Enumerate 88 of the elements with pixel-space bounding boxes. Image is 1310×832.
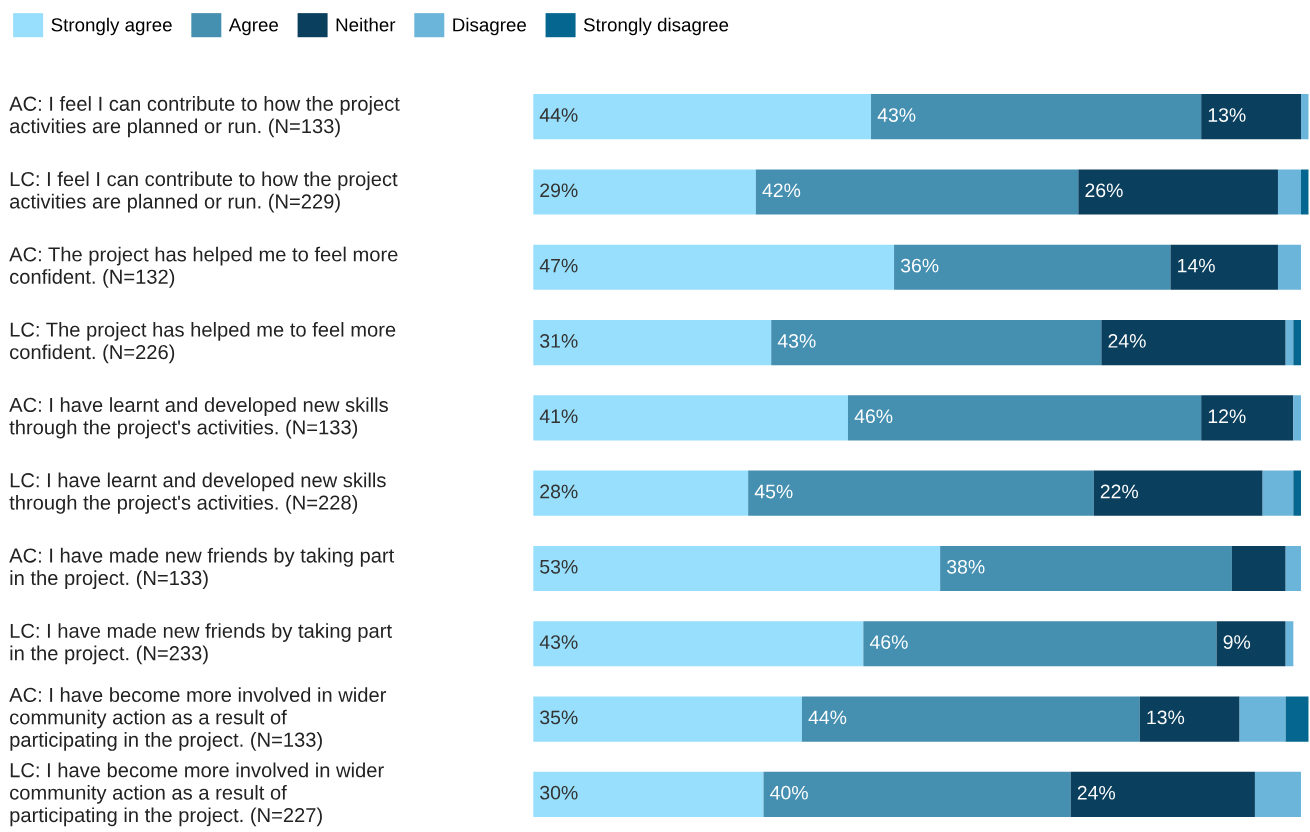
legend-label: Neither	[336, 17, 396, 32]
bar	[763, 771, 1071, 817]
bar	[1277, 244, 1302, 290]
bar	[1201, 395, 1294, 441]
data-label: 45%	[754, 484, 793, 499]
bar	[533, 395, 848, 441]
bar	[533, 244, 895, 290]
data-label: 12%	[1208, 409, 1246, 424]
bar	[1201, 94, 1302, 140]
data-label: 46%	[869, 635, 908, 649]
bar	[1070, 771, 1255, 817]
data-label: 46%	[854, 409, 893, 424]
y-tick-label: LC: I have made new friends by taking part in the project. (N=233)	[10, 623, 392, 665]
bar	[533, 545, 941, 592]
data-label: 29%	[540, 183, 578, 198]
bar	[1293, 395, 1302, 441]
y-tick-label: LC: The project has helped me to feel more confident. (N=226)	[10, 321, 396, 364]
data-label: 40%	[770, 785, 808, 800]
bar	[1277, 169, 1302, 215]
data-label: 24%	[1108, 334, 1146, 348]
bar	[1285, 545, 1302, 592]
bar	[533, 169, 756, 215]
bar	[771, 319, 1102, 366]
bar	[533, 621, 864, 667]
y-tick-label: AC: I have learnt and developed new skills through the project's activities. (N=133)	[9, 397, 388, 439]
bar	[1301, 169, 1309, 215]
bar	[755, 169, 1079, 215]
data-label: 43%	[877, 108, 916, 122]
data-label: 30%	[540, 785, 578, 800]
bar	[871, 94, 1202, 140]
bar	[1139, 696, 1240, 742]
bar	[1078, 169, 1278, 215]
data-label: 36%	[900, 258, 939, 273]
y-tick-label: AC: I feel I can contribute to how the project activities are planned or run. (N=133)	[9, 96, 400, 138]
legend-label: Agree	[228, 18, 279, 36]
bar	[940, 545, 1232, 592]
bar	[1285, 621, 1294, 667]
legend-label: Strongly disagree	[583, 17, 729, 36]
data-label: 42%	[762, 183, 801, 198]
y-tick-label: LC: I have become more involved in wider community action as a result of participating in the project. (N=227)	[10, 762, 384, 827]
data-label: 31%	[540, 334, 578, 348]
bar	[1285, 319, 1294, 366]
bar	[748, 470, 1094, 516]
bar	[1101, 319, 1286, 366]
bar	[1231, 545, 1286, 592]
data-label: 13%	[1208, 108, 1246, 122]
bar	[1093, 470, 1263, 516]
data-label: 9%	[1223, 635, 1251, 649]
bar	[1293, 470, 1302, 516]
data-label: 43%	[777, 334, 816, 348]
data-label: 26%	[1085, 183, 1123, 198]
data-label: 14%	[1178, 258, 1215, 273]
bar	[533, 470, 749, 516]
bar	[1254, 771, 1302, 817]
bar	[1262, 470, 1294, 516]
bar	[894, 244, 1171, 290]
data-label: 41%	[539, 409, 578, 424]
y-tick-label: AC: The project has helped me to feel more confident. (N=132)	[9, 246, 398, 288]
data-label: 44%	[808, 710, 847, 725]
bar	[533, 696, 802, 742]
data-label: 13%	[1147, 710, 1185, 725]
data-label: 47%	[539, 258, 578, 273]
y-tick-label: AC: I have made new friends by taking part in the project. (N=133)	[9, 547, 395, 590]
data-label: 35%	[540, 710, 578, 725]
bar	[533, 319, 772, 366]
bar	[1293, 319, 1302, 366]
bar	[533, 94, 872, 140]
data-label: 24%	[1077, 785, 1116, 800]
bar	[533, 771, 764, 817]
data-label: 53%	[540, 559, 578, 574]
data-label: 43%	[539, 635, 578, 649]
bar	[1301, 94, 1309, 140]
legend-label: Strongly agree	[51, 17, 172, 36]
legend-label: Disagree	[453, 17, 526, 36]
bar	[847, 395, 1202, 441]
bar	[1285, 696, 1309, 742]
bar	[1216, 621, 1286, 667]
data-label: 38%	[947, 559, 985, 574]
data-label: 28%	[540, 484, 578, 499]
y-tick-label: LC: I have learnt and developed new skills through the project's activities. (N=228)	[9, 472, 386, 514]
y-tick-label: AC: I have become more involved in wider community action as a result of participating in the project. (N=133)	[9, 687, 387, 751]
data-label: 44%	[539, 108, 578, 122]
bar	[1239, 696, 1286, 742]
data-label: 22%	[1100, 484, 1139, 499]
bar	[863, 621, 1217, 667]
bar	[1170, 244, 1278, 290]
bar	[801, 696, 1140, 742]
y-tick-label: LC: I feel I can contribute to how the project activities are planned or run. (N=229)	[10, 171, 398, 213]
